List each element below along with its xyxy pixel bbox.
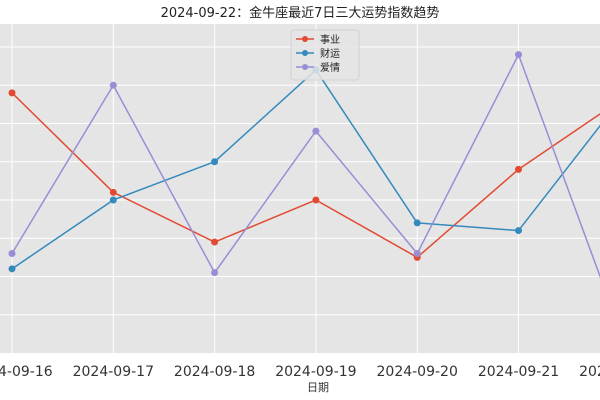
data-point [211,269,219,277]
data-point [515,227,522,235]
legend-swatch-marker [302,50,308,56]
data-point [8,89,16,97]
x-axis-label: 日期 [307,381,329,394]
data-point [8,265,16,273]
legend-swatch-marker [302,36,308,42]
x-tick-labels: 2024-09-16 2024-09-17 2024-09-18 2024-09-19… [0,364,600,380]
legend-entry: 财运 [320,47,340,60]
data-point [413,250,421,258]
data-point [515,51,522,59]
x-tick-label: 2024-09-21 [478,364,559,380]
x-tick-label: 2024-09-18 [174,364,255,380]
x-tick-label: 2024-09-19 [275,364,356,380]
x-tick-label: 2024-09-16 [0,364,53,380]
series-1 [8,89,600,261]
legend-entry: 事业 [320,33,340,46]
series-3 [8,51,600,279]
legend-swatch-marker [302,64,308,70]
data-point [515,165,522,173]
data-point [312,196,320,204]
data-point [211,158,219,166]
x-tick-label: 2024-09-22 [579,364,600,380]
data-point [413,219,421,227]
data-point [109,188,117,196]
data-point [109,81,117,89]
data-point [8,250,16,258]
data-point [312,127,320,135]
chart-title: 2024-09-22：金牛座最近7日三大运势指数趋势 [161,5,440,21]
legend-entry: 爱情 [320,61,340,74]
x-tick-label: 2024-09-17 [73,364,154,380]
data-point [109,196,117,204]
data-point [211,238,219,246]
x-tick-label: 2024-09-20 [377,364,458,380]
